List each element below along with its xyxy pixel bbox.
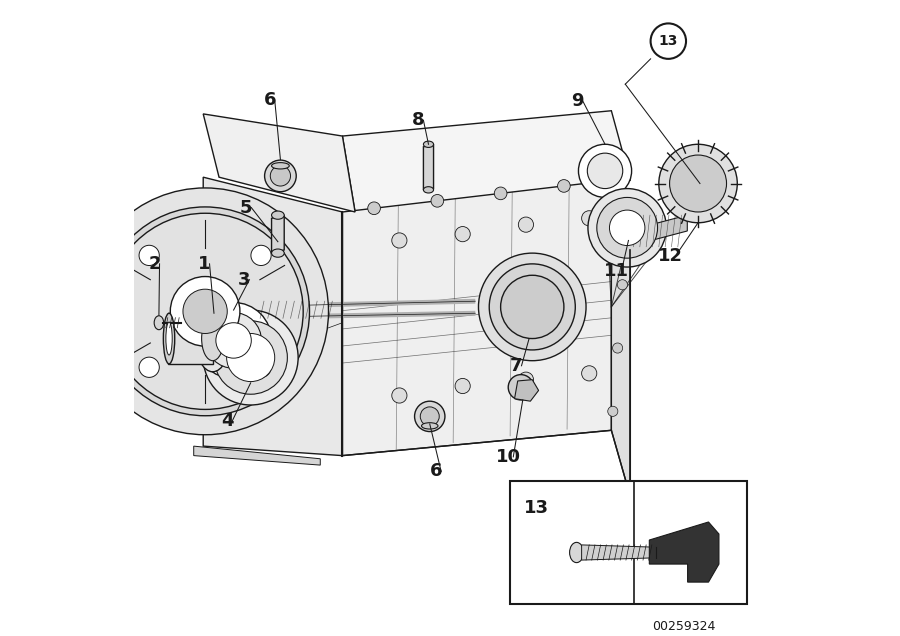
Circle shape [140,357,159,377]
Polygon shape [515,380,538,401]
Text: 6: 6 [264,91,276,109]
Text: 10: 10 [496,448,521,466]
Circle shape [203,310,298,405]
Circle shape [609,210,645,245]
Circle shape [518,372,534,387]
Text: 8: 8 [412,111,425,129]
Circle shape [613,343,623,353]
Ellipse shape [272,211,284,219]
Polygon shape [342,181,611,455]
Circle shape [392,233,407,248]
Circle shape [508,375,534,400]
Ellipse shape [423,187,434,193]
Circle shape [183,289,228,333]
Circle shape [579,144,632,197]
Ellipse shape [272,163,289,169]
Text: 2: 2 [148,255,161,273]
Polygon shape [168,314,213,364]
Polygon shape [423,144,434,190]
Text: 3: 3 [238,271,250,289]
Text: 12: 12 [658,247,683,265]
Circle shape [597,197,658,258]
Circle shape [101,207,310,416]
Circle shape [670,155,726,212]
Circle shape [431,195,444,207]
Circle shape [581,366,597,381]
Polygon shape [581,545,656,560]
Text: 7: 7 [510,357,523,375]
Circle shape [455,378,470,394]
Text: 11: 11 [604,262,629,280]
Circle shape [617,280,627,290]
Circle shape [368,202,381,214]
Circle shape [651,24,686,59]
Circle shape [581,211,597,226]
Polygon shape [611,181,630,497]
Circle shape [195,303,272,378]
Polygon shape [649,522,719,582]
Circle shape [588,188,666,267]
Circle shape [265,160,296,191]
Circle shape [455,226,470,242]
Text: 1: 1 [198,255,211,273]
Ellipse shape [163,314,175,364]
Ellipse shape [423,141,434,148]
Text: 9: 9 [572,92,584,110]
Circle shape [140,245,159,265]
Polygon shape [272,215,284,253]
Ellipse shape [570,543,583,563]
Polygon shape [203,177,342,455]
Circle shape [479,253,586,361]
Circle shape [251,245,271,265]
Ellipse shape [195,305,230,372]
Polygon shape [627,215,688,247]
Polygon shape [203,114,356,212]
Circle shape [588,153,623,188]
Circle shape [415,401,445,432]
Text: 6: 6 [430,462,442,480]
Text: 13: 13 [659,34,678,48]
Ellipse shape [202,316,224,361]
Ellipse shape [421,423,438,429]
Circle shape [500,275,564,338]
Circle shape [251,357,271,377]
Circle shape [214,321,287,394]
Circle shape [270,166,291,186]
Ellipse shape [272,249,284,257]
Circle shape [558,179,571,192]
Circle shape [621,235,631,245]
Circle shape [107,213,303,410]
Text: 00259324: 00259324 [652,620,715,633]
Circle shape [170,277,240,346]
Polygon shape [194,446,320,465]
Circle shape [490,264,575,350]
Polygon shape [342,111,630,212]
Text: 13: 13 [524,499,549,517]
Text: 4: 4 [221,411,233,430]
Circle shape [82,188,328,435]
Circle shape [494,187,507,200]
Circle shape [392,388,407,403]
Circle shape [659,144,737,223]
Circle shape [227,333,274,382]
Bar [510,481,747,604]
Circle shape [216,322,251,358]
Circle shape [420,407,439,426]
Ellipse shape [154,315,164,329]
Circle shape [608,406,618,417]
Circle shape [206,313,261,368]
Ellipse shape [166,322,172,355]
Circle shape [518,217,534,232]
Text: 5: 5 [240,198,253,216]
